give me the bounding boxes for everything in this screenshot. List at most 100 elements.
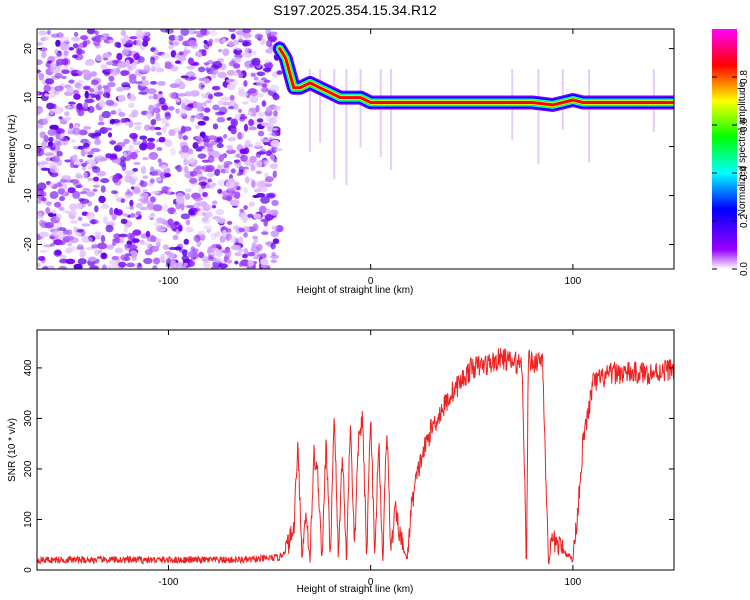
- spectrogram-noise-cell: [57, 188, 66, 195]
- spectrogram-noise-cell: [186, 65, 196, 70]
- spectrogram-noise-cell: [150, 80, 157, 85]
- spectrogram-noise-cell: [203, 39, 208, 45]
- spectrogram-noise-cell: [271, 225, 279, 230]
- spectrogram-noise-cell: [228, 29, 236, 33]
- spectrogram-noise-cell: [47, 128, 57, 137]
- spectrogram-noise-cell: [217, 58, 225, 62]
- spectrogram-noise-cell: [127, 65, 133, 72]
- spectrogram-noise-cell: [213, 257, 222, 263]
- spectrogram-noise-cell: [157, 158, 162, 164]
- spectrogram-noise-cell: [152, 265, 158, 269]
- spectrogram-noise-cell: [255, 92, 264, 98]
- spectrogram-noise-cell: [252, 235, 258, 240]
- spectrogram-noise-cell: [244, 176, 250, 184]
- spectrogram-noise-cell: [71, 72, 79, 77]
- spectrogram-noise-cell: [73, 31, 79, 37]
- spectrogram-noise-cell: [248, 143, 254, 148]
- spectrogram-noise-cell: [135, 202, 143, 209]
- spectrogram-noise-cell: [197, 146, 205, 150]
- spectrogram-noise-cell: [250, 72, 256, 77]
- spectrogram-noise-cell: [53, 106, 64, 115]
- spectrogram-noise-cell: [159, 171, 168, 179]
- spectrogram-noise-cell: [44, 222, 54, 229]
- spectrogram-noise-cell: [127, 232, 133, 241]
- spectrogram-noise-cell: [258, 205, 267, 214]
- spectrogram-noise-cell: [229, 199, 240, 207]
- spectrogram-noise-cell: [193, 30, 203, 35]
- spectrogram-noise-cell: [230, 33, 236, 40]
- spectrogram-noise-cell: [175, 196, 185, 205]
- snr-x-tick-label: 100: [565, 577, 582, 588]
- spectrogram-noise-cell: [124, 170, 135, 176]
- spectrogram-noise-cell: [242, 41, 252, 47]
- spectrogram-noise-cell: [129, 199, 134, 207]
- spectrogram-noise-cell: [157, 80, 166, 86]
- spectrogram-noise-cell: [271, 145, 278, 154]
- spectrogram-noise-cell: [237, 108, 243, 114]
- spectrogram-noise-cell: [218, 48, 223, 53]
- spectrogram-noise-cell: [116, 86, 125, 92]
- spectrogram-noise-cell: [118, 233, 128, 238]
- spectrogram-noise-cell: [252, 223, 259, 232]
- spectrogram-noise-cell: [260, 196, 270, 204]
- spectrogram-noise-cell: [174, 35, 180, 41]
- spectrogram-noise-cell: [116, 141, 126, 148]
- spectrogram-noise-cell: [207, 178, 213, 183]
- spectrogram-noise-cell: [243, 80, 248, 87]
- spectrogram-noise-cell: [79, 249, 87, 258]
- spectrogram-noise-cell: [68, 101, 76, 105]
- spectrogram-noise-cell: [67, 187, 76, 194]
- spectrogram-noise-cell: [38, 30, 47, 36]
- spectrogram-noise-cell: [182, 135, 188, 141]
- spectrogram-noise-cell: [59, 132, 65, 140]
- spectrogram-noise-cell: [87, 132, 96, 138]
- spectrogram-noise-cell: [79, 198, 90, 204]
- spectrogram-noise-cell: [226, 149, 237, 155]
- spectrogram-noise-cell: [273, 109, 278, 117]
- spectrogram-noise-cell: [142, 156, 149, 161]
- spectrogram-y-tick-label: -10: [23, 188, 34, 203]
- spectrogram-noise-cell: [266, 193, 276, 199]
- spectrogram-noise-cell: [270, 259, 277, 264]
- spectrogram-noise-cell: [81, 163, 87, 167]
- spectrogram-noise-cell: [66, 104, 72, 109]
- spectrogram-x-tick-label: -100: [158, 276, 178, 287]
- spectrogram-noise-cell: [37, 124, 44, 129]
- spectrogram-noise-cell: [63, 50, 69, 56]
- spectrogram-noise-cell: [215, 244, 222, 249]
- spectrogram-noise-cell: [101, 110, 111, 119]
- spectrogram-noise-cell: [223, 163, 230, 169]
- spectrogram-noise-cell: [152, 257, 161, 265]
- spectrogram-noise-cell: [207, 155, 215, 163]
- spectrogram-noise-cell: [217, 71, 227, 79]
- spectrogram-noise-cell: [232, 39, 240, 46]
- spectrogram-noise-cell: [118, 261, 127, 268]
- spectrogram-noise-cell: [168, 92, 177, 99]
- snr-series-line: [37, 348, 674, 565]
- spectrogram-noise-cell: [231, 47, 242, 51]
- spectrogram-noise-cell: [248, 126, 258, 131]
- spectrogram-noise-cell: [50, 61, 57, 68]
- spectrogram-noise-cell: [247, 260, 255, 267]
- spectrogram-noise-cell: [213, 92, 224, 97]
- spectrogram-noise-cell: [237, 248, 244, 253]
- spectrogram-noise-cell: [150, 166, 155, 172]
- spectrogram-noise-cell: [160, 52, 171, 59]
- spectrogram-noise-cell: [104, 39, 109, 44]
- spectrogram-noise-cell: [234, 260, 239, 265]
- spectrogram-noise-cell: [168, 39, 173, 45]
- spectrogram-noise-cell: [51, 155, 60, 163]
- spectrogram-noise-cell: [240, 113, 246, 118]
- spectrogram-noise-cell: [185, 226, 194, 233]
- spectrogram-y-label: Frequency (Hz): [7, 115, 18, 184]
- spectrogram-noise-cell: [257, 111, 266, 118]
- spectrogram-noise-cell: [146, 110, 153, 115]
- spectrogram-noise-cell: [158, 136, 166, 143]
- spectrogram-noise-cell: [94, 205, 99, 213]
- spectrogram-noise-cell: [103, 127, 113, 131]
- spectrogram-noise-cell: [66, 229, 73, 236]
- spectrogram-noise-cell: [237, 131, 242, 140]
- spectrogram-noise-cell: [55, 39, 61, 47]
- snr-plot-area: [37, 330, 674, 570]
- spectrogram-noise-cell: [187, 39, 198, 46]
